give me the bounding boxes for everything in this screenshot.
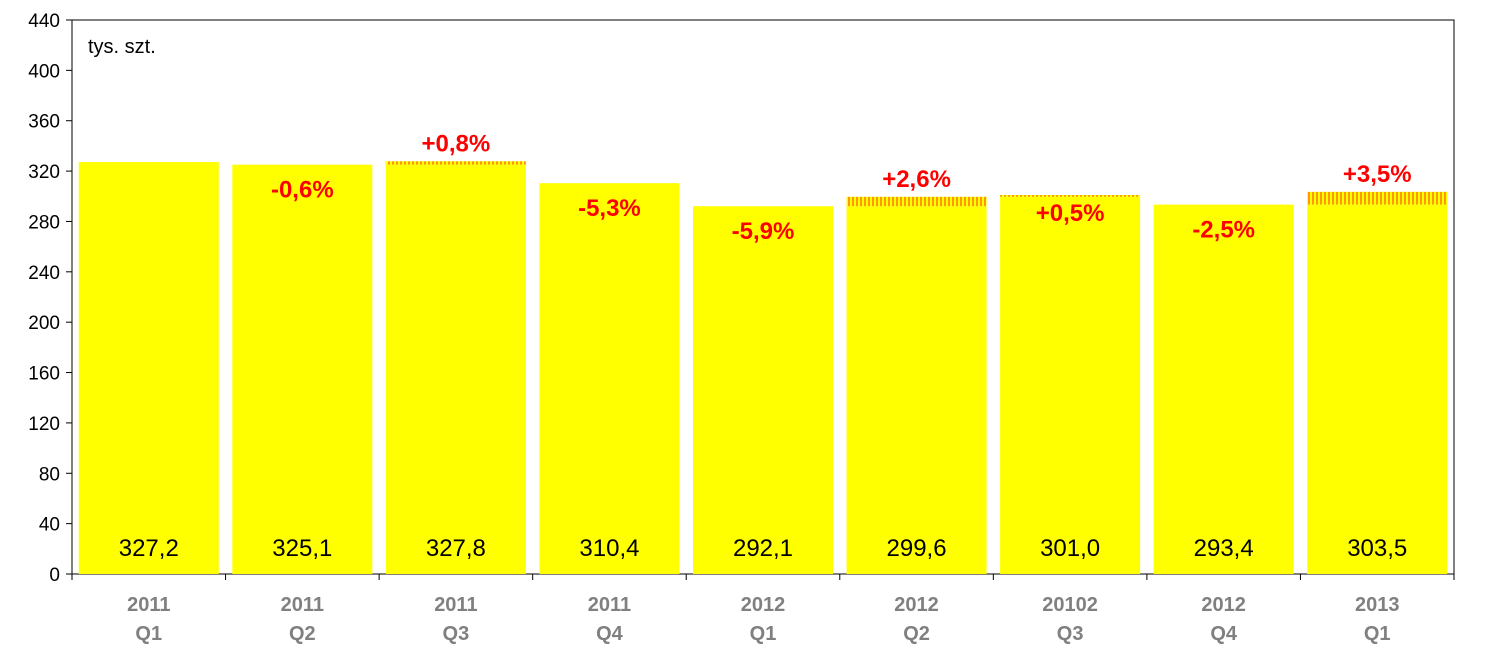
bar-value-label: 301,0: [1040, 535, 1100, 562]
x-category-year: 2012: [894, 594, 939, 616]
bar-value-label: 327,2: [119, 535, 179, 562]
x-category-quarter: Q1: [1364, 623, 1391, 645]
bar: [232, 164, 373, 574]
bar-group: 299,6 +2,6%: [846, 166, 987, 574]
change-label: +0,5%: [1036, 200, 1105, 227]
y-tick-label: 240: [28, 263, 60, 284]
bar-value-label: 292,1: [733, 535, 793, 562]
bar-increase-segment: [846, 196, 987, 207]
x-category-quarter: Q4: [596, 623, 624, 645]
bar: [1000, 196, 1141, 574]
y-tick-label: 440: [28, 11, 60, 32]
change-label: +3,5%: [1343, 161, 1412, 188]
unit-label: tys. szt.: [88, 36, 156, 58]
x-category-year: 2011: [588, 594, 631, 616]
x-category-year: 2012: [1201, 594, 1246, 616]
bar-group: 310,4 -5,3%: [539, 183, 680, 575]
bar: [78, 162, 219, 574]
change-label: +0,8%: [422, 130, 491, 157]
change-label: -5,9%: [732, 218, 795, 245]
bar-group: 292,1 -5,9%: [693, 206, 833, 574]
y-tick-label: 40: [39, 515, 60, 536]
x-category-quarter: Q3: [1057, 623, 1084, 645]
bar: [385, 164, 526, 574]
x-category-year: 2012: [741, 594, 786, 616]
y-axis: 0 40 80 120 160 200 240 280 320 360 400 440: [28, 11, 72, 586]
x-axis: 2011 Q1 2011 Q2 2011 Q3 2011 Q4 2012 Q1 2012 Q2 2010…: [71, 574, 1455, 645]
bar-value-label: 310,4: [579, 535, 639, 562]
change-label: -2,5%: [1192, 217, 1255, 244]
change-label: -5,3%: [578, 195, 641, 222]
x-category-quarter: Q1: [135, 623, 162, 645]
bar: [1153, 204, 1294, 574]
bar-value-label: 303,5: [1347, 535, 1407, 562]
bar-group: 303,5 +3,5%: [1307, 161, 1448, 574]
y-tick-label: 280: [28, 212, 60, 233]
bar-increase-segment: [1307, 191, 1448, 205]
x-category-quarter: Q2: [903, 623, 930, 645]
x-category-year: 2011: [434, 594, 477, 616]
x-category-year: 2011: [281, 594, 324, 616]
change-label: +2,6%: [882, 166, 951, 193]
y-tick-label: 80: [39, 464, 60, 485]
x-category-quarter: Q4: [1210, 623, 1238, 645]
y-tick-label: 120: [28, 414, 60, 435]
bar-increase-segment: [1000, 195, 1141, 197]
x-category-year: 2013: [1355, 594, 1400, 616]
bar-group: 293,4 -2,5%: [1153, 204, 1294, 574]
y-tick-label: 200: [28, 313, 60, 334]
y-tick-label: 0: [49, 565, 60, 586]
bar-value-label: 327,8: [426, 535, 486, 562]
y-tick-label: 360: [28, 112, 60, 133]
x-category-quarter: Q1: [750, 623, 777, 645]
x-category-year: 2011: [127, 594, 170, 616]
bar-value-label: 299,6: [887, 535, 947, 562]
bar-value-label: 293,4: [1194, 535, 1254, 562]
bar: [539, 183, 680, 575]
bar: [693, 206, 833, 574]
bars: 327,2 325,1 -0,6% 327,8 +0,8% 310,4 -5,3% 292,1…: [78, 130, 1448, 575]
x-category-quarter: Q3: [443, 623, 470, 645]
bar: [1307, 204, 1448, 574]
y-tick-label: 160: [28, 364, 60, 385]
bar-group: 301,0 +0,5%: [1000, 195, 1141, 574]
bar-group: 325,1 -0,6%: [232, 164, 373, 574]
y-tick-label: 320: [28, 162, 60, 183]
bar-value-label: 325,1: [272, 535, 332, 562]
change-label: -0,6%: [271, 177, 334, 204]
x-category-year: 20102: [1042, 594, 1098, 616]
bar-group: 327,8 +0,8%: [385, 130, 526, 574]
x-category-quarter: Q2: [289, 623, 316, 645]
bar-increase-segment: [385, 161, 526, 165]
y-tick-label: 400: [28, 61, 60, 82]
bar-group: 327,2: [78, 162, 219, 574]
bar: [846, 206, 987, 574]
